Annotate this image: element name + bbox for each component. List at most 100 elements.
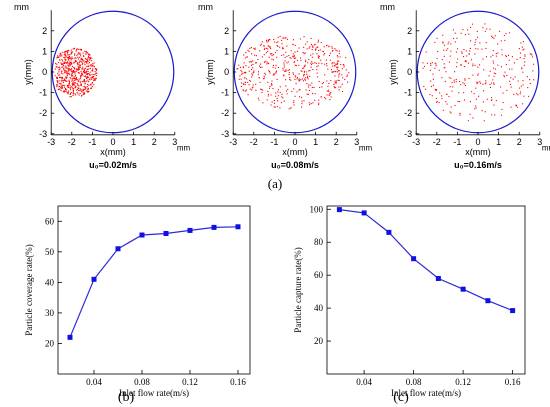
particle-point <box>267 48 269 50</box>
particle-point <box>272 59 275 61</box>
particle-point <box>325 98 327 100</box>
particle-point <box>64 72 66 74</box>
particle-point <box>240 85 243 87</box>
particle-point <box>469 47 471 50</box>
particle-point <box>71 83 73 85</box>
particle-point <box>283 75 285 77</box>
particle-point <box>69 65 71 67</box>
particle-point <box>478 64 481 66</box>
particle-point <box>291 90 293 92</box>
particle-point <box>81 90 83 92</box>
particle-point <box>86 71 88 73</box>
particle-point <box>78 64 80 66</box>
particle-point <box>69 64 71 66</box>
particle-point <box>259 63 262 65</box>
particle-point <box>478 95 480 97</box>
particle-point <box>83 81 85 83</box>
particle-point <box>81 64 83 66</box>
particle-point <box>80 55 82 57</box>
particle-point <box>84 86 86 88</box>
particle-point <box>316 72 318 74</box>
unit-label-x: mm <box>359 143 373 152</box>
particle-point <box>77 53 79 55</box>
particle-point <box>74 53 76 55</box>
particle-point <box>76 69 78 71</box>
particle-point <box>270 94 272 96</box>
particle-point <box>479 81 481 83</box>
particle-point <box>287 88 289 91</box>
particle-point <box>66 73 68 75</box>
particle-point <box>316 69 318 71</box>
particle-point <box>475 39 477 41</box>
particle-point <box>321 86 323 88</box>
particle-point <box>424 88 426 90</box>
particle-point <box>303 74 305 76</box>
particle-point <box>244 57 246 59</box>
particle-point <box>60 80 62 82</box>
particle-point <box>71 72 73 74</box>
particle-point <box>298 89 300 91</box>
particle-point <box>300 96 303 98</box>
particle-point <box>502 101 504 104</box>
particle-point <box>501 54 503 56</box>
particle-point <box>302 80 304 82</box>
particle-point <box>293 104 295 106</box>
particle-point <box>71 56 73 58</box>
particle-point <box>306 93 308 95</box>
particle-point <box>475 48 477 50</box>
y-axis-label: y(mm) <box>388 59 398 85</box>
particle-point <box>326 94 328 96</box>
particle-point <box>442 34 444 36</box>
x-axis-label: Inlet flow rate(m/s) <box>119 388 189 398</box>
particle-point <box>245 52 247 54</box>
particle-point <box>250 61 253 63</box>
particle-point <box>70 96 72 98</box>
particle-point <box>77 58 79 60</box>
particle-point <box>59 68 61 70</box>
particle-point <box>288 72 290 74</box>
particle-point <box>65 62 67 64</box>
particle-point <box>57 82 59 84</box>
particle-point <box>90 87 93 89</box>
particle-point <box>67 57 70 59</box>
particle-point <box>248 84 250 86</box>
particle-point <box>309 104 311 106</box>
particle-point <box>62 73 64 75</box>
particle-point <box>337 71 339 73</box>
particle-point <box>435 89 437 92</box>
data-point-marker <box>187 227 193 233</box>
particle-point <box>318 102 320 104</box>
particle-point <box>242 73 244 75</box>
particle-point <box>474 53 476 55</box>
particle-point <box>95 77 97 79</box>
particle-point <box>72 93 74 95</box>
particle-point <box>87 63 89 65</box>
particle-point <box>56 63 58 65</box>
particle-point <box>331 50 333 52</box>
particle-point <box>77 67 79 70</box>
particle-point <box>426 62 428 64</box>
particle-point <box>262 78 265 80</box>
particle-point <box>56 57 58 59</box>
particle-point <box>62 84 64 86</box>
particle-point <box>69 86 71 88</box>
particle-point <box>82 52 84 54</box>
particle-point <box>94 71 96 73</box>
particle-point <box>259 50 261 52</box>
particle-point <box>238 78 240 80</box>
particle-point <box>242 89 244 91</box>
particle-point <box>483 69 485 71</box>
particle-point <box>314 99 316 101</box>
particle-point <box>289 57 291 59</box>
particle-point <box>277 91 279 93</box>
particle-point <box>326 65 328 67</box>
particle-point <box>457 58 459 60</box>
particle-point <box>333 62 335 64</box>
particle-point <box>267 62 269 64</box>
particle-point <box>312 46 314 48</box>
particle-point <box>305 59 307 61</box>
particle-point <box>273 54 275 56</box>
particle-point <box>63 61 65 63</box>
particle-point <box>485 42 487 44</box>
particle-point <box>246 78 248 80</box>
